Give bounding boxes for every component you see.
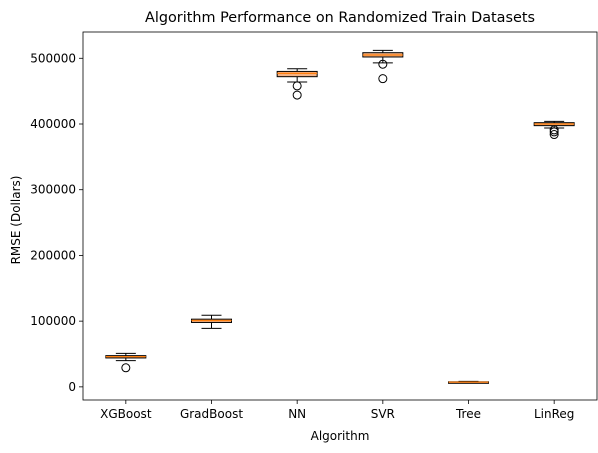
x-tick-label: NN	[288, 407, 306, 421]
y-tick-label: 200000	[30, 248, 76, 262]
outlier-point	[292, 90, 302, 100]
x-tick-label: LinReg	[534, 407, 574, 421]
box-nn	[276, 70, 318, 78]
y-tick-label: 400000	[30, 117, 76, 131]
outlier-point	[292, 81, 302, 91]
outlier-point	[549, 127, 559, 137]
chart-title: Algorithm Performance on Randomized Trai…	[145, 10, 535, 26]
y-tick-label: 100000	[30, 314, 76, 328]
y-tick-label: 0	[68, 380, 76, 394]
y-axis-label: RMSE (Dollars)	[9, 176, 23, 265]
outlier-point	[378, 59, 388, 69]
outlier-point	[549, 130, 559, 140]
y-tick-label: 300000	[30, 183, 76, 197]
x-axis-label: Algorithm	[311, 429, 370, 443]
x-tick-label: SVR	[371, 407, 395, 421]
y-tick-label: 500000	[30, 51, 76, 65]
outlier-point	[378, 74, 388, 84]
x-tick-label: GradBoost	[180, 407, 243, 421]
x-tick-label: Tree	[455, 407, 481, 421]
plot-area: 0 100000 200000 300000 400000 500000 XGBoost Gr…	[30, 31, 598, 421]
outlier-point	[121, 363, 131, 373]
x-tick-label: XGBoost	[100, 407, 152, 421]
plot-frame	[82, 31, 598, 401]
